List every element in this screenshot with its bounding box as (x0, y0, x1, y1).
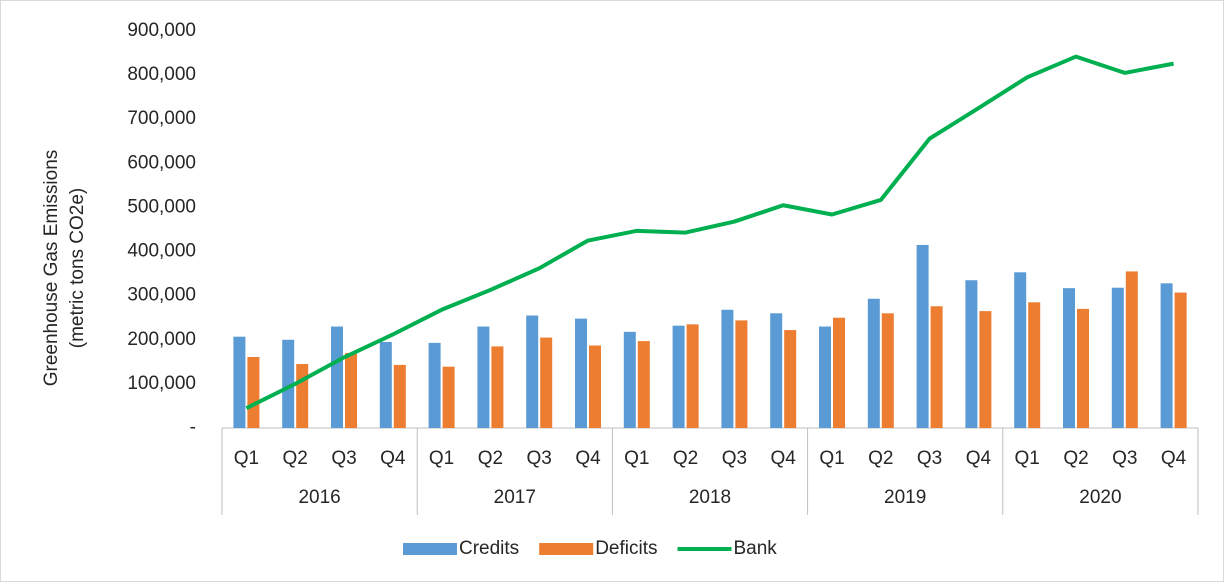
bar (428, 342, 441, 428)
x-tick-label: Q3 (527, 448, 552, 469)
x-tick-label: Q4 (575, 448, 601, 469)
bar (1160, 283, 1173, 428)
bar (233, 336, 246, 428)
y-tick-label: 400,000 (127, 241, 196, 262)
bar (1014, 272, 1027, 428)
group-label: 2018 (689, 487, 731, 508)
line (245, 54, 1174, 410)
bar (637, 341, 650, 428)
x-tick-label: Q1 (429, 448, 454, 469)
bar (477, 326, 490, 428)
x-tick-label: Q4 (966, 448, 992, 469)
x-tick-label: Q2 (868, 448, 893, 469)
bar (247, 356, 260, 428)
legend-label: Credits (459, 538, 519, 559)
bar (1174, 292, 1187, 428)
bar (930, 306, 943, 428)
bar (721, 309, 734, 428)
y-tick-label: 800,000 (127, 64, 196, 85)
bar (784, 330, 797, 428)
legend-label: Deficits (595, 538, 657, 559)
y-tick-label: 100,000 (127, 373, 196, 394)
x-tick-label: Q4 (771, 448, 797, 469)
group-label: 2019 (884, 487, 926, 508)
bar (965, 280, 978, 428)
bar (1028, 302, 1041, 428)
x-tick-label: Q4 (380, 448, 406, 469)
bar (282, 339, 295, 428)
legend-swatch (403, 543, 457, 555)
bar (686, 324, 699, 428)
bar (819, 326, 831, 428)
x-tick-label: Q1 (819, 448, 844, 469)
bar (379, 341, 392, 428)
y-tick-label: 900,000 (127, 20, 196, 41)
group-label: 2017 (494, 487, 536, 508)
bar (526, 315, 539, 428)
y-axis-label: (metric tons CO2e) (67, 188, 88, 348)
x-tick-label: Q2 (673, 448, 698, 469)
bar (770, 313, 783, 428)
bar (979, 311, 992, 428)
bar (623, 331, 636, 428)
x-tick-label: Q3 (917, 448, 942, 469)
bar (881, 313, 894, 428)
bar (331, 326, 343, 428)
bar (589, 345, 601, 428)
bar (393, 364, 406, 428)
bar (735, 320, 748, 428)
bar (916, 244, 929, 428)
x-tick-label: Q3 (331, 448, 356, 469)
legend-label: Bank (733, 538, 777, 559)
bar (491, 346, 504, 428)
x-tick-label: Q1 (1015, 448, 1040, 469)
bar (296, 364, 309, 428)
x-tick-label: Q2 (283, 448, 308, 469)
bar (575, 318, 587, 428)
bar (1111, 287, 1124, 428)
x-tick-label: Q4 (1161, 448, 1187, 469)
x-tick-label: Q3 (1112, 448, 1137, 469)
y-tick-label: 700,000 (127, 108, 196, 129)
y-tick-label: 500,000 (127, 196, 196, 217)
bar (833, 317, 845, 428)
x-tick-label: Q3 (722, 448, 747, 469)
bar (442, 366, 455, 428)
x-tick-label: Q1 (234, 448, 259, 469)
x-tick-label: Q1 (624, 448, 649, 469)
y-tick-label: - (190, 417, 196, 438)
y-tick-label: 300,000 (127, 285, 196, 306)
bar (1063, 288, 1075, 428)
bar (1125, 271, 1138, 428)
bar (867, 298, 880, 428)
legend-swatch (539, 543, 594, 555)
y-axis-label: Greenhouse Gas Emissions (41, 150, 62, 387)
bar (672, 325, 685, 428)
y-tick-label: 600,000 (127, 152, 196, 173)
bar (345, 353, 357, 428)
group-label: 2016 (298, 487, 340, 508)
x-tick-label: Q2 (478, 448, 503, 469)
bar (540, 337, 553, 428)
x-tick-label: Q2 (1063, 448, 1088, 469)
y-tick-label: 200,000 (127, 329, 196, 350)
bar (1077, 308, 1089, 428)
group-label: 2020 (1079, 487, 1121, 508)
